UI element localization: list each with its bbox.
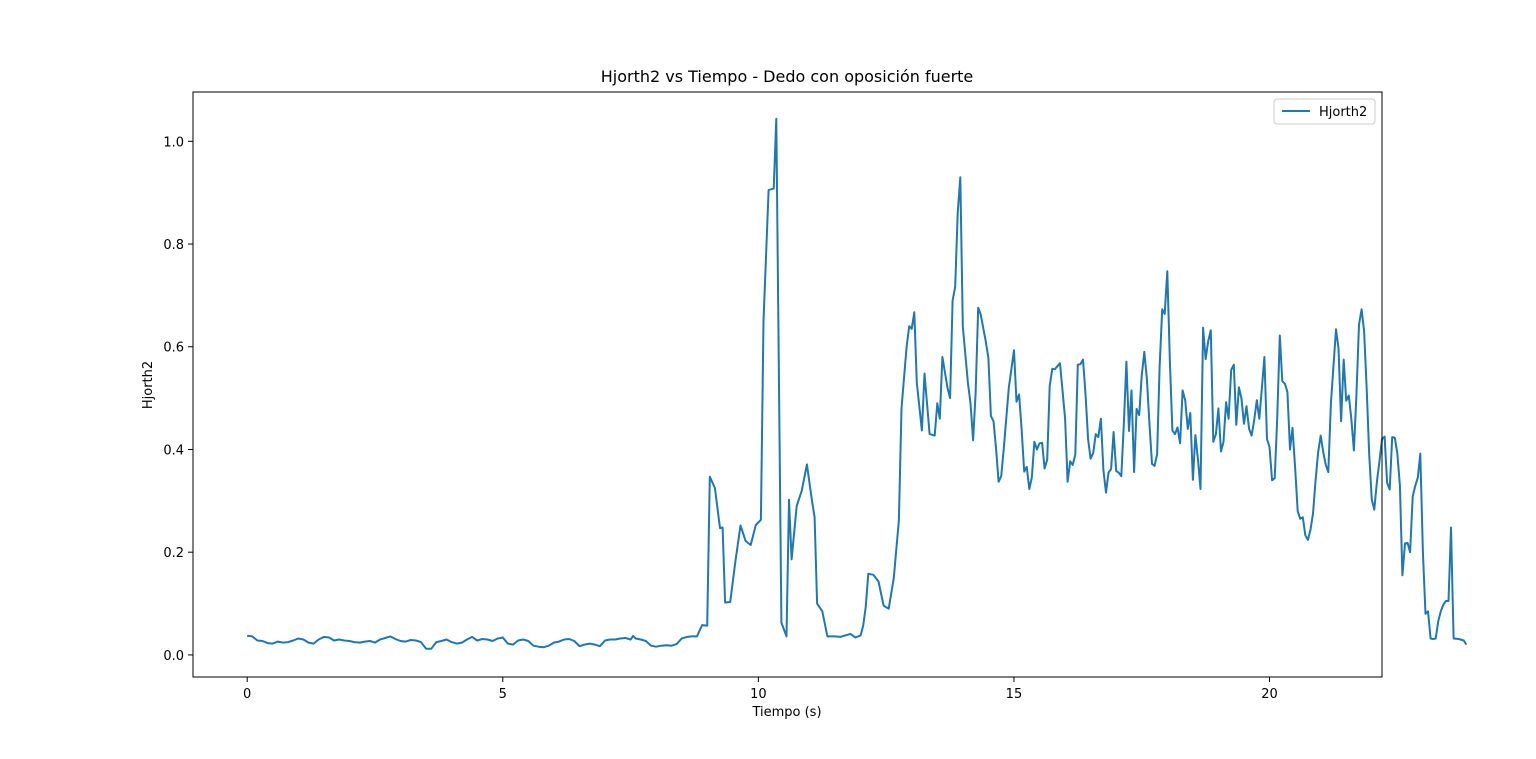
series-layer	[247, 117, 1468, 650]
x-tick-label: 5	[499, 687, 507, 702]
y-tick-label: 0.2	[163, 546, 184, 561]
y-tick-label: 0.8	[163, 238, 184, 253]
x-tick-label: 0	[243, 687, 251, 702]
x-tick-label: 10	[750, 687, 767, 702]
legend-box	[1273, 98, 1376, 125]
y-tick-label: 0.0	[163, 649, 184, 664]
series-line-hjorth2	[247, 117, 1468, 650]
x-axis: 0 5 10 15 20	[243, 677, 1278, 702]
x-axis-label: Tiempo (s)	[751, 705, 821, 720]
y-tick-label: 0.6	[163, 341, 184, 356]
legend: Hjorth2	[1273, 98, 1376, 125]
plot-frame	[192, 91, 1383, 678]
chart-title: Hjorth2 vs Tiempo - Dedo con oposición f…	[601, 67, 974, 86]
y-axis-label: Hjorth2	[141, 361, 156, 409]
y-axis: 0.0 0.2 0.4 0.6 0.8 1.0	[163, 135, 193, 664]
y-tick-label: 0.4	[163, 443, 184, 458]
y-tick-label: 1.0	[163, 135, 184, 150]
legend-label: Hjorth2	[1319, 105, 1367, 120]
x-tick-label: 15	[1006, 687, 1023, 702]
x-tick-label: 20	[1261, 687, 1278, 702]
